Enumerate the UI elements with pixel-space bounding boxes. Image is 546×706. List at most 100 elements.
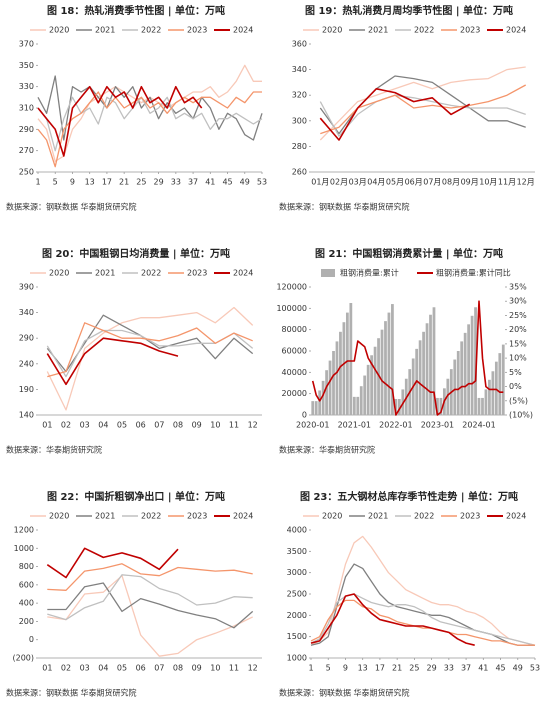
x-tick-label: 02 <box>61 664 71 673</box>
legend-label: 2022 <box>141 26 161 35</box>
x-tick-label: 04 <box>98 421 108 430</box>
source: 数据来源：钢联数据 华泰期货研究院 <box>279 688 410 698</box>
series-line <box>37 91 262 168</box>
y-tick-label: 40000 <box>282 368 307 377</box>
series-line <box>319 66 526 141</box>
series-line <box>311 300 504 416</box>
y-tick-label: 0 <box>29 635 34 644</box>
bar <box>373 346 377 415</box>
x-tick-label: 05月 <box>386 178 404 187</box>
legend-label: 2024 <box>506 512 526 521</box>
bar <box>467 324 471 415</box>
series-line <box>46 547 179 579</box>
x-tick-label: 09月 <box>461 178 479 187</box>
y-tick-label: 1000 <box>287 654 307 663</box>
legend-label: 2024 <box>233 269 253 278</box>
y-tick-label: 100000 <box>276 304 307 313</box>
legend-label: 2023 <box>187 512 207 521</box>
x-tick-label: 33 <box>444 664 454 673</box>
legend-label: 2022 <box>414 512 434 521</box>
y-tick-label: 240 <box>19 359 34 368</box>
x-tick-label: 2024-01 <box>462 421 495 430</box>
x-tick-label: 06月 <box>405 178 423 187</box>
x-tick-label: 29 <box>427 664 437 673</box>
chart-title: 图 21：中国粗钢消费累计量 | 单位：万吨 <box>315 247 503 260</box>
bar <box>332 351 335 415</box>
series-line <box>47 322 253 378</box>
x-tick-label: 53 <box>257 178 267 187</box>
legend-label: 2022 <box>414 26 434 35</box>
x-tick-label: 33 <box>171 178 181 187</box>
bar <box>488 379 491 415</box>
x-tick-label: 37 <box>461 664 471 673</box>
x-tick-label: 10月 <box>479 178 497 187</box>
series-line <box>310 593 475 646</box>
x-tick-label: 07 <box>154 664 164 673</box>
x-tick-label: 01 <box>42 664 52 673</box>
x-tick-label: 12 <box>248 664 258 673</box>
y2-tick-label: 15% <box>509 339 527 348</box>
x-tick-label: 06 <box>136 664 146 673</box>
bar <box>453 359 457 415</box>
legend-label: 2021 <box>368 26 388 35</box>
y-tick-label: 1000 <box>14 544 34 553</box>
legend-label: 2023 <box>187 26 207 35</box>
x-tick-label: 01 <box>42 421 52 430</box>
series-line <box>319 75 526 135</box>
source: 数据来源：钢联数据 华泰期货研究院 <box>6 202 137 212</box>
x-tick-label: 13 <box>85 178 95 187</box>
x-tick-label: 53 <box>530 664 540 673</box>
series-line <box>47 582 254 629</box>
bar <box>446 378 450 415</box>
bar <box>484 389 488 415</box>
series-line <box>310 535 536 646</box>
bar <box>481 397 484 415</box>
bar <box>314 401 318 415</box>
y-tick-label: 2500 <box>287 590 307 599</box>
bar <box>432 307 436 415</box>
x-tick-label: 2021-01 <box>338 421 371 430</box>
x-tick-label: 06 <box>136 421 146 430</box>
y-tick-label: 360 <box>292 40 307 49</box>
y-tick-label: 320 <box>292 91 307 100</box>
x-tick-label: 49 <box>240 178 250 187</box>
y-tick-label: 1500 <box>287 632 307 641</box>
source: 数据来源：华泰期货研究院 <box>279 445 375 455</box>
x-tick-label: 9 <box>70 178 75 187</box>
y-tick-label: 340 <box>19 308 34 317</box>
y-tick-label: 190 <box>19 385 34 394</box>
y-tick-label: 0 <box>302 411 307 420</box>
source: 数据来源：钢联数据 华泰期货研究院 <box>279 202 410 212</box>
bar <box>363 375 367 415</box>
y2-tick-label: 30% <box>509 297 527 306</box>
legend-label: 粗钢消费量:累计 <box>340 268 399 278</box>
bar <box>425 323 429 415</box>
chart-title: 图 22：中国折粗钢净出口 | 单位：万吨 <box>47 490 225 503</box>
legend-label: 2022 <box>141 512 161 521</box>
y2-tick-label: 20% <box>509 325 527 334</box>
y-tick-label: 60000 <box>282 347 307 356</box>
bar <box>498 353 502 415</box>
bar <box>342 322 346 415</box>
bar <box>477 397 481 415</box>
bar <box>335 341 339 415</box>
x-tick-label: 12月 <box>517 178 535 187</box>
x-tick-label: 21 <box>392 664 402 673</box>
legend-label: 2021 <box>95 512 115 521</box>
legend-label: 2020 <box>49 269 69 278</box>
y-tick-label: 2000 <box>287 611 307 620</box>
series-line <box>319 94 526 137</box>
y-tick-label: 290 <box>19 125 34 134</box>
x-tick-label: 08月 <box>442 178 460 187</box>
chart-title: 图 19：热轧消费月周均季节性图 | 单位：万吨 <box>305 4 513 17</box>
y-tick-label: 390 <box>19 283 34 292</box>
x-tick-label: 11月 <box>498 178 516 187</box>
x-tick-label: 12 <box>248 421 258 430</box>
y2-tick-label: 35% <box>509 283 527 292</box>
x-tick-label: 09 <box>192 421 202 430</box>
x-tick-label: 10 <box>210 664 220 673</box>
bar <box>397 399 401 415</box>
bar <box>321 380 325 415</box>
legend-label: 粗钢消费量:累计同比 <box>436 268 511 278</box>
y-tick-label: 250 <box>19 168 34 177</box>
